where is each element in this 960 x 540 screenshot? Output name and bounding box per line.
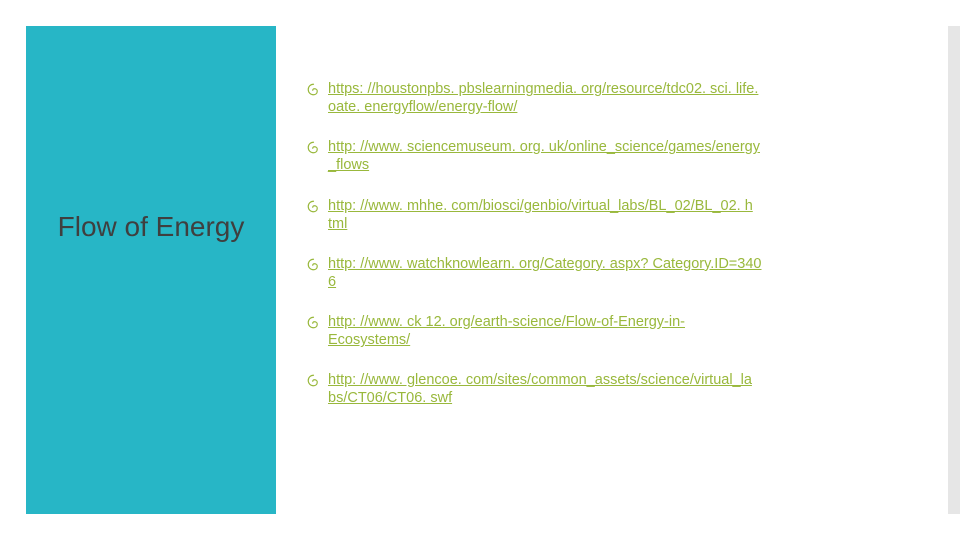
link-list: https: //houstonpbs. pbslearningmedia. o… [306,80,916,430]
swirl-icon [306,373,321,388]
link-text[interactable]: http: //www. glencoe. com/sites/common_a… [328,372,752,388]
link-item: http: //www. glencoe. com/sites/common_a… [306,371,916,407]
accent-block [26,26,276,514]
link-item: http: //www. watchknowlearn. org/Categor… [306,255,916,291]
link-text-cont[interactable]: _flows [328,157,369,173]
swirl-icon [306,199,321,214]
right-edge-strip [948,26,960,514]
link-item: http: //www. mhhe. com/biosci/genbio/vir… [306,197,916,233]
swirl-icon [306,257,321,272]
link-text[interactable]: http: //www. watchknowlearn. org/Categor… [328,256,761,272]
link-text[interactable]: http: //www. mhhe. com/biosci/genbio/vir… [328,198,753,214]
link-item: http: //www. ck 12. org/earth-science/Fl… [306,313,916,349]
slide: Flow of Energy https: //houstonpbs. pbsl… [0,0,960,540]
link-text-cont[interactable]: Ecosystems/ [328,332,410,348]
link-text[interactable]: http: //www. ck 12. org/earth-science/Fl… [328,314,685,330]
link-text-cont[interactable]: bs/CT06/CT06. swf [328,390,452,406]
page-title: Flow of Energy [26,210,276,244]
link-text[interactable]: http: //www. sciencemuseum. org. uk/onli… [328,139,760,155]
swirl-icon [306,82,321,97]
link-text-cont[interactable]: oate. energyflow/energy-flow/ [328,99,517,115]
link-text-cont[interactable]: 6 [328,274,336,290]
link-item: http: //www. sciencemuseum. org. uk/onli… [306,138,916,174]
link-text[interactable]: https: //houstonpbs. pbslearningmedia. o… [328,81,758,97]
link-item: https: //houstonpbs. pbslearningmedia. o… [306,80,916,116]
swirl-icon [306,315,321,330]
swirl-icon [306,140,321,155]
link-text-cont[interactable]: tml [328,216,347,232]
